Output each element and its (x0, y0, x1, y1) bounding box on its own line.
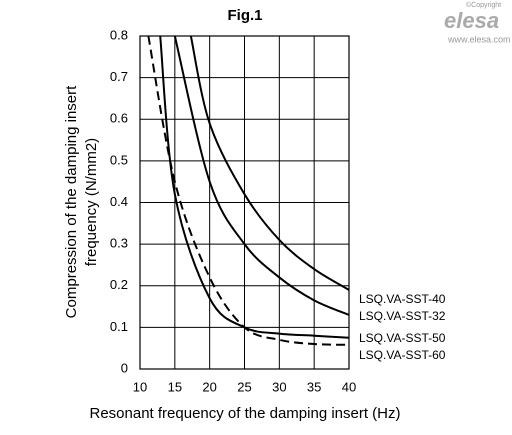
y-tick-label: 0.8 (110, 27, 128, 42)
legend-label: LSQ.VA-SST-40 (359, 292, 446, 306)
logo-copyright: ©Copyright (466, 1, 501, 9)
x-tick-label: 20 (202, 379, 216, 394)
x-tick-label: 40 (342, 379, 356, 394)
y-tick-label: 0.5 (110, 152, 128, 167)
x-tick-label: 30 (272, 379, 286, 394)
y-tick-label: 0.6 (110, 111, 128, 126)
plot-frame (139, 35, 350, 370)
y-tick-label: 0.7 (110, 69, 128, 84)
x-tick-label: 15 (168, 379, 182, 394)
chart-title: Fig.1 (227, 7, 262, 24)
y-tick-label: 0.4 (110, 194, 128, 209)
series-line (173, 35, 350, 316)
y-tick-label: 0.1 (110, 319, 128, 334)
y-tick-label: 0.2 (110, 277, 128, 292)
x-axis-label: Resonant frequency of the damping insert… (90, 405, 401, 422)
y-tick-label: 0 (121, 360, 128, 375)
series-line (189, 35, 350, 291)
y-tick-label: 0.3 (110, 236, 128, 251)
legend-label: LSQ.VA-SST-60 (359, 348, 446, 362)
legend-label: LSQ.VA-SST-32 (359, 309, 446, 323)
x-tick-label: 35 (307, 379, 321, 394)
y-axis-label: Compression of the damping insert (63, 85, 80, 318)
logo-url: www.elesa.com (447, 34, 511, 44)
x-tick-label: 25 (237, 379, 251, 394)
x-tick-label: 10 (133, 379, 147, 394)
logo-brand: elesa (444, 8, 499, 33)
series-line (147, 35, 350, 346)
y-axis-label: frequency (N/mm2) (83, 138, 100, 266)
legend-label: LSQ.VA-SST-50 (359, 331, 446, 345)
